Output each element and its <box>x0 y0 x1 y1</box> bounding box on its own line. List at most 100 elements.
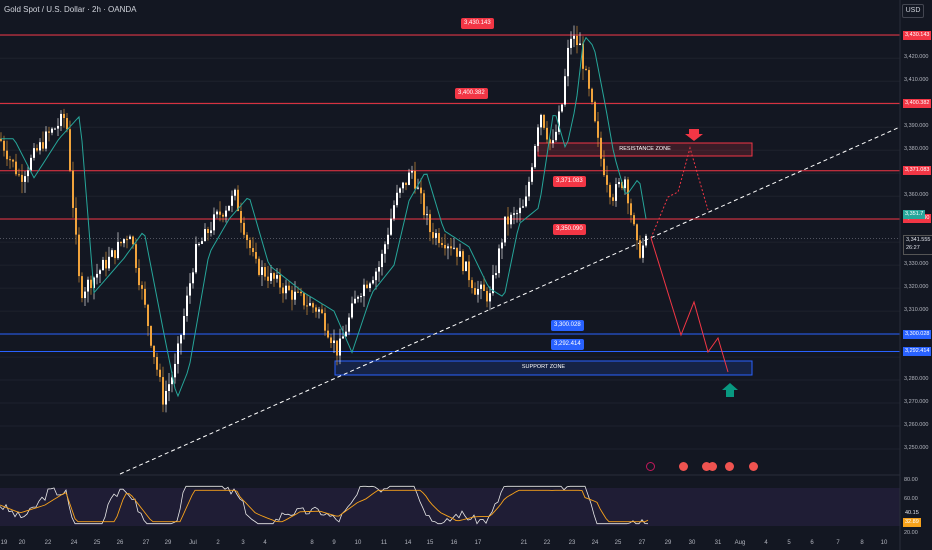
candle-body <box>357 296 359 299</box>
candle-body <box>558 111 560 132</box>
price-label-high[interactable]: 3,430.143 <box>461 18 494 29</box>
candle-body <box>3 140 5 151</box>
candle-body <box>123 239 125 244</box>
candle-body <box>120 241 122 244</box>
candle-body <box>63 113 65 119</box>
candle-body <box>351 303 353 318</box>
event-flag-icon[interactable] <box>702 462 711 471</box>
candle-body <box>162 377 164 405</box>
candle-body <box>570 38 572 48</box>
price-axis-tick: 3,320.000 <box>904 284 929 291</box>
event-flag-icon[interactable] <box>679 462 688 471</box>
horizontal-levels[interactable] <box>0 34 900 353</box>
candle-body <box>480 284 482 289</box>
candle-body <box>552 140 554 144</box>
ma-value-tag: 3,351.7 <box>903 210 926 219</box>
candle-body <box>213 214 215 231</box>
candle-body <box>645 235 647 246</box>
candle-body <box>432 232 434 238</box>
candle-body <box>381 253 383 268</box>
price-label-s1[interactable]: 3,300.028 <box>551 320 584 331</box>
candle-body <box>504 216 506 243</box>
candle-body <box>633 215 635 225</box>
candle-body <box>285 285 287 294</box>
candle-body <box>453 247 455 249</box>
support-zone-box[interactable] <box>334 360 753 376</box>
candle-body <box>258 258 260 275</box>
price-label-r1[interactable]: 3,371.083 <box>553 176 586 187</box>
candle-body <box>225 210 227 217</box>
candle-body <box>540 114 542 128</box>
candle-body <box>51 128 53 133</box>
candle-body <box>516 213 518 215</box>
candle-body <box>183 315 185 336</box>
candle-body <box>321 309 323 314</box>
time-axis-tick: 22 <box>44 540 52 546</box>
time-axis-tick: 27 <box>142 540 150 546</box>
candle-body <box>207 229 209 234</box>
candle-body <box>282 287 284 294</box>
time-axis-tick: 15 <box>426 540 434 546</box>
candle-body <box>639 240 641 258</box>
candle-body <box>33 148 35 158</box>
candle-body <box>393 205 395 219</box>
price-label-r2[interactable]: 3,400.382 <box>455 88 488 99</box>
grid-lines <box>0 34 900 450</box>
candle-body <box>6 150 8 160</box>
candle-body <box>27 170 29 177</box>
event-bolt-icon[interactable] <box>646 462 655 471</box>
candle-body <box>525 196 527 207</box>
event-flag-icon[interactable] <box>708 462 717 471</box>
candle-body <box>195 244 197 273</box>
price-axis-tick: 3,330.000 <box>904 261 929 268</box>
candle-body <box>204 229 206 242</box>
candle-body <box>153 345 155 358</box>
candle-body <box>36 148 38 151</box>
candle-body <box>582 43 584 69</box>
candle-body <box>9 159 11 161</box>
candle-body <box>126 239 128 241</box>
candle-body <box>369 283 371 289</box>
price-label-s2[interactable]: 3,292.414 <box>551 339 584 350</box>
candle-body <box>624 179 626 189</box>
candle-body <box>477 288 479 295</box>
time-axis-tick: 7 <box>836 540 840 546</box>
candle-body <box>108 256 110 269</box>
candlesticks <box>0 25 647 413</box>
candle-body <box>303 293 305 306</box>
candle-body <box>309 303 311 306</box>
time-axis-tick: 8 <box>860 540 864 546</box>
candle-body <box>510 214 512 225</box>
time-axis-tick: 3 <box>241 540 245 546</box>
candle-body <box>423 193 425 216</box>
candle-body <box>264 267 266 277</box>
candle-body <box>243 222 245 235</box>
candle-body <box>261 267 263 275</box>
candle-body <box>171 377 173 385</box>
candle-body <box>411 170 413 173</box>
candle-body <box>228 205 230 211</box>
event-flag-icon[interactable] <box>725 462 734 471</box>
candle-body <box>165 390 167 405</box>
candle-body <box>450 246 452 249</box>
candle-body <box>630 203 632 216</box>
candle-body <box>252 248 254 253</box>
candle-body <box>600 137 602 159</box>
price-label-pivot[interactable]: 3,350.090 <box>553 224 586 235</box>
candle-body <box>615 184 617 201</box>
candle-body <box>507 216 509 225</box>
trend-line[interactable] <box>119 126 901 475</box>
candle-body <box>564 76 566 105</box>
candle-body <box>405 182 407 185</box>
event-flag-icon[interactable] <box>749 462 758 471</box>
candle-body <box>192 272 194 284</box>
currency-button[interactable]: USD <box>902 4 924 18</box>
candle-body <box>168 384 170 391</box>
candle-body <box>513 213 515 215</box>
time-axis-tick: 20 <box>18 540 26 546</box>
support-zone-label: SUPPORT ZONE <box>521 364 566 370</box>
candle-body <box>471 280 473 289</box>
resistance-zone-label: RESISTANCE ZONE <box>619 146 671 152</box>
time-axis-tick: 24 <box>70 540 78 546</box>
